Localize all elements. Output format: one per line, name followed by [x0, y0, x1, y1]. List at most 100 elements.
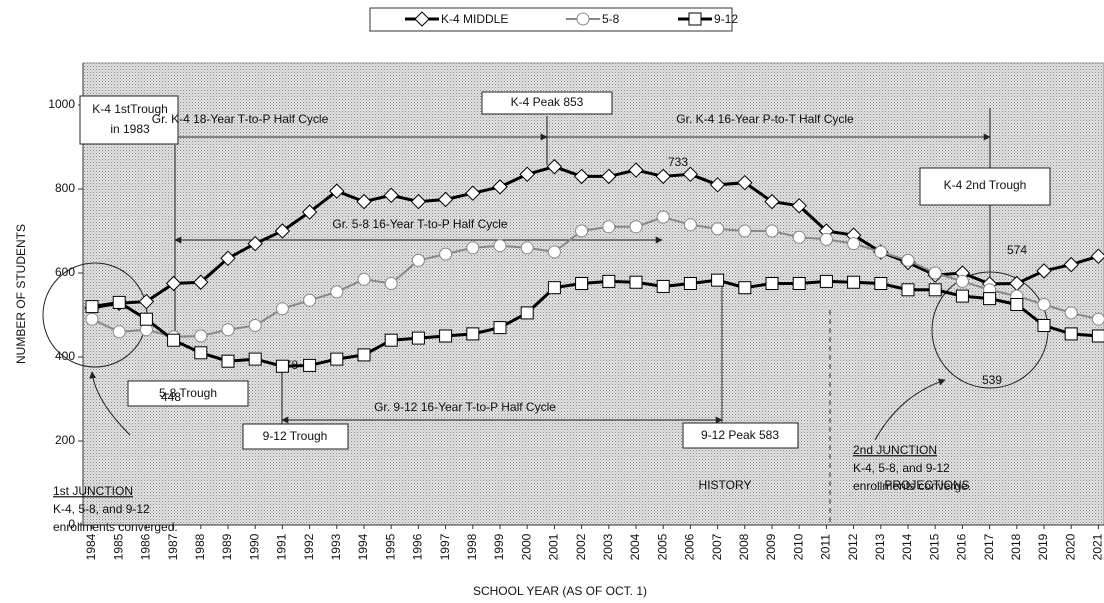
annotation-box — [242, 423, 349, 450]
annotation: enrollments converge. — [853, 479, 971, 493]
point — [301, 204, 318, 220]
point — [629, 275, 643, 289]
annotation-box — [682, 422, 799, 449]
annotation-line — [874, 378, 946, 441]
point — [737, 174, 753, 191]
point — [928, 266, 942, 280]
point — [656, 210, 670, 224]
point — [847, 275, 861, 289]
annotation: Gr. K-4 16-Year P-to-T Half Cycle — [676, 112, 854, 126]
point — [410, 193, 427, 210]
annotation-box — [919, 167, 1051, 206]
point — [194, 329, 208, 343]
x-tick-label: 2012 — [846, 533, 860, 560]
y-tick-label: 0 — [68, 517, 75, 531]
point — [466, 327, 480, 341]
point — [414, 11, 430, 27]
point — [1036, 263, 1052, 279]
x-tick-label: 1987 — [166, 533, 180, 560]
x-tick-label: 1988 — [193, 533, 207, 560]
x-tick-label: 2008 — [737, 533, 751, 560]
annotation-box — [127, 380, 249, 407]
point — [193, 274, 209, 290]
point — [711, 222, 725, 236]
point — [384, 277, 398, 290]
annotation: 448 — [161, 390, 181, 404]
point — [112, 325, 126, 339]
point — [465, 185, 481, 201]
x-tick-label: 2021 — [1091, 533, 1104, 560]
x-tick-label: 2017 — [982, 533, 996, 560]
point — [275, 359, 289, 373]
point — [819, 274, 833, 288]
x-tick-label: 2018 — [1009, 533, 1023, 560]
point — [138, 293, 155, 310]
annotation: 1st JUNCTION — [53, 484, 133, 498]
point — [983, 292, 997, 306]
point — [688, 12, 702, 26]
point — [466, 241, 480, 255]
point — [546, 159, 563, 175]
y-tick-label: 400 — [55, 349, 75, 363]
point — [601, 168, 617, 185]
point — [1090, 248, 1104, 264]
point — [792, 277, 806, 290]
point — [167, 333, 181, 347]
point — [357, 272, 371, 286]
annotation: Gr. 5-8 16-Year T-to-P Half Cycle — [332, 217, 508, 231]
legend — [369, 7, 733, 32]
x-tick-label: 2015 — [927, 533, 941, 560]
x-tick-label: 2019 — [1036, 533, 1050, 560]
point — [575, 224, 589, 238]
point — [384, 333, 398, 347]
point — [547, 281, 561, 295]
point — [819, 232, 833, 246]
annotation-line — [89, 371, 131, 436]
point — [520, 241, 534, 255]
x-tick-label: 2004 — [628, 533, 642, 560]
point — [139, 312, 153, 326]
point — [1063, 256, 1079, 273]
point — [85, 312, 99, 326]
x-tick-label: 1997 — [438, 533, 452, 560]
x-axis-label: SCHOOL YEAR (AS OF OCT. 1) — [473, 584, 647, 598]
annotation: PROJECTIONS — [884, 478, 969, 492]
annotation-box — [79, 95, 179, 145]
x-tick-label: 2011 — [819, 534, 833, 560]
point — [1010, 298, 1024, 311]
point — [1037, 319, 1051, 332]
legend-label: K-4 MIDDLE — [441, 12, 508, 26]
point — [765, 224, 779, 238]
annotation: HISTORY — [699, 478, 752, 492]
annotation: K-4 1stTrough — [92, 102, 168, 116]
x-tick-label: 1999 — [492, 533, 506, 560]
point — [330, 285, 344, 299]
annotation: 9-12 Peak 583 — [701, 428, 779, 442]
point — [683, 218, 697, 232]
point — [928, 283, 942, 297]
annotation: K-4, 5-8, and 9-12 — [853, 461, 950, 475]
point — [329, 183, 345, 199]
point — [1064, 306, 1078, 320]
point — [330, 352, 344, 366]
y-axis-label: NUMBER OF STUDENTS — [14, 224, 28, 364]
annotation: K-4 2nd Trough — [944, 178, 1027, 192]
point — [303, 358, 317, 372]
point — [847, 237, 861, 251]
point — [711, 273, 725, 287]
point — [765, 277, 779, 290]
point — [874, 277, 888, 290]
annotation: K-4 Peak 853 — [511, 95, 584, 109]
point — [411, 331, 425, 345]
point — [437, 191, 454, 208]
x-tick-label: 2013 — [873, 533, 887, 560]
point — [547, 245, 561, 259]
x-tick-label: 2016 — [955, 533, 969, 560]
point — [573, 168, 590, 185]
annotation: 9-12 Trough — [263, 429, 328, 443]
annotation: 733 — [668, 155, 688, 169]
point — [248, 319, 262, 332]
y-tick-label: 800 — [55, 181, 75, 195]
point — [85, 300, 99, 314]
point — [247, 235, 263, 252]
